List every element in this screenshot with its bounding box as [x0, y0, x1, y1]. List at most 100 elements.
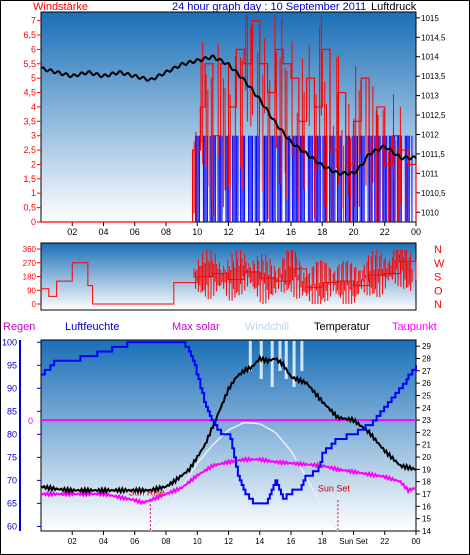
pressure-line — [40, 54, 417, 176]
solar-peak-bar — [284, 341, 288, 379]
compass-label: S — [434, 272, 441, 284]
temperature-tick-label: 26 — [422, 379, 431, 388]
temperature-tick-label: 15 — [422, 515, 431, 524]
compass-label: O — [434, 285, 443, 297]
compass-label: N — [434, 244, 442, 256]
x-tick-label: 18 — [317, 227, 327, 237]
temperature-tick-label: 16 — [422, 502, 431, 511]
temperature-tick-label: 25 — [422, 391, 431, 400]
x-tick-label: 10 — [192, 227, 202, 237]
temperature-tick-label: 27 — [422, 367, 431, 376]
y-left-tick-label: 5,5 — [23, 59, 36, 69]
compass-label: W — [434, 258, 445, 270]
y-left-tick-label: 6 — [31, 44, 36, 54]
y-right-tick-label: 1015 — [421, 14, 439, 23]
x-tick-label: 12 — [223, 227, 233, 237]
x-tick-label: 04 — [98, 227, 108, 237]
y-left-tick-label: 4,5 — [23, 88, 36, 98]
x-tick-label: 02 — [68, 537, 77, 546]
temperature-tick-label: 24 — [422, 404, 431, 413]
legend-luftfeuchte: Luftfeuchte — [65, 321, 119, 333]
temperature-tick-label: 14 — [422, 527, 431, 536]
x-tick-label: 18 — [318, 537, 327, 546]
x-tick-label: 22 — [380, 537, 389, 546]
temperature-tick-label: 29 — [422, 342, 431, 351]
dewpoint-line — [40, 456, 417, 506]
legend-windchill: Windchill — [245, 321, 289, 333]
y-left-tick-label: 4 — [31, 102, 36, 112]
sunset-label: Sun Set — [318, 484, 351, 494]
humidity-tick-label: 60 — [7, 521, 17, 531]
x-tick-label: 14 — [255, 537, 264, 546]
y-right-tick-label: 1011 — [421, 169, 439, 178]
humidity-tick-label: 90 — [7, 383, 17, 393]
y-right-tick-label: 1012 — [421, 131, 439, 140]
humidity-tick-label: 100 — [2, 337, 17, 347]
x-tick-label: 08 — [161, 227, 171, 237]
y-right-tick-label: 1014 — [421, 53, 439, 62]
legend-taupunkt: Taupunkt — [392, 321, 437, 333]
dir-y-tick-label: 180 — [23, 273, 37, 282]
temperature-tick-label: 28 — [422, 354, 431, 363]
y-left-tick-label: 3,5 — [23, 116, 36, 126]
x-tick-label: 06 — [130, 537, 139, 546]
humidity-tick-label: 95 — [7, 360, 17, 370]
y-left-tick-label: 2 — [31, 159, 36, 169]
pressure-title: Luftdruck — [371, 1, 417, 13]
temperature-tick-label: 20 — [422, 453, 431, 462]
y-left-tick-label: 6,5 — [23, 30, 36, 40]
temperature-tick-label: 23 — [422, 416, 431, 425]
temperature-tick-label: 22 — [422, 428, 431, 437]
x-tick-label: 00 — [411, 227, 421, 237]
y-right-tick-label: 1013 — [421, 92, 439, 101]
y-right-tick-label: 1010 — [421, 208, 439, 217]
wind-speed-title: Windstärke — [33, 1, 88, 13]
sunrise-label: Sun Rise — [128, 487, 165, 497]
x-tick-label: 22 — [380, 227, 390, 237]
y-right-tick-label: 1013,5 — [421, 72, 446, 81]
x-tick-label: Sun Set — [339, 537, 368, 546]
temperature-tick-label: 19 — [422, 465, 431, 474]
x-tick-label: 02 — [67, 227, 77, 237]
temperature-tick-label: 21 — [422, 441, 431, 450]
solar-peak-bar — [270, 341, 274, 387]
dir-y-tick-label: 360 — [23, 245, 37, 254]
x-tick-label: 06 — [130, 227, 140, 237]
legend-max-solar: Max solar — [172, 321, 220, 333]
y-left-tick-label: 5 — [31, 73, 36, 83]
dir-y-tick-label: 270 — [23, 259, 37, 268]
x-tick-label: 04 — [99, 537, 108, 546]
humidity-line — [41, 341, 417, 505]
legend-regen: Regen — [3, 321, 35, 333]
x-tick-label: 08 — [162, 537, 171, 546]
temperature-tick-label: 17 — [422, 490, 431, 499]
solar-peak-bar — [292, 341, 296, 387]
y-right-tick-label: 1014,5 — [421, 33, 446, 42]
humidity-tick-label: 80 — [7, 429, 17, 439]
y-right-tick-label: 1010,5 — [421, 189, 446, 198]
solar-peak-bar — [300, 341, 304, 371]
compass-label: N — [434, 299, 442, 311]
x-tick-label: 14 — [255, 227, 265, 237]
dir-y-tick-label: 90 — [27, 286, 36, 295]
y-left-tick-label: 7 — [31, 16, 36, 26]
x-tick-label: 16 — [287, 537, 296, 546]
x-tick-label: 10 — [193, 537, 202, 546]
y-right-tick-label: 1012,5 — [421, 111, 446, 120]
chart-title: 24 hour graph day : 10 September 2011 — [172, 1, 366, 13]
x-tick-label: 00 — [412, 537, 421, 546]
x-tick-label: 16 — [286, 227, 296, 237]
rain-zero-label: 0 — [28, 416, 33, 426]
solar-peak-bar — [248, 341, 252, 371]
humidity-tick-label: 85 — [7, 406, 17, 416]
temperature-line — [40, 354, 417, 495]
x-tick-label: 12 — [224, 537, 233, 546]
humidity-temperature-plot-area — [40, 339, 417, 532]
x-tick-label: 20 — [348, 227, 358, 237]
humidity-tick-label: 70 — [7, 475, 17, 485]
y-left-tick-label: 0,5 — [23, 203, 36, 213]
y-left-tick-label: 1,5 — [23, 174, 36, 184]
legend-temperatur: Temperatur — [314, 321, 370, 333]
y-right-tick-label: 1011,5 — [421, 150, 445, 159]
